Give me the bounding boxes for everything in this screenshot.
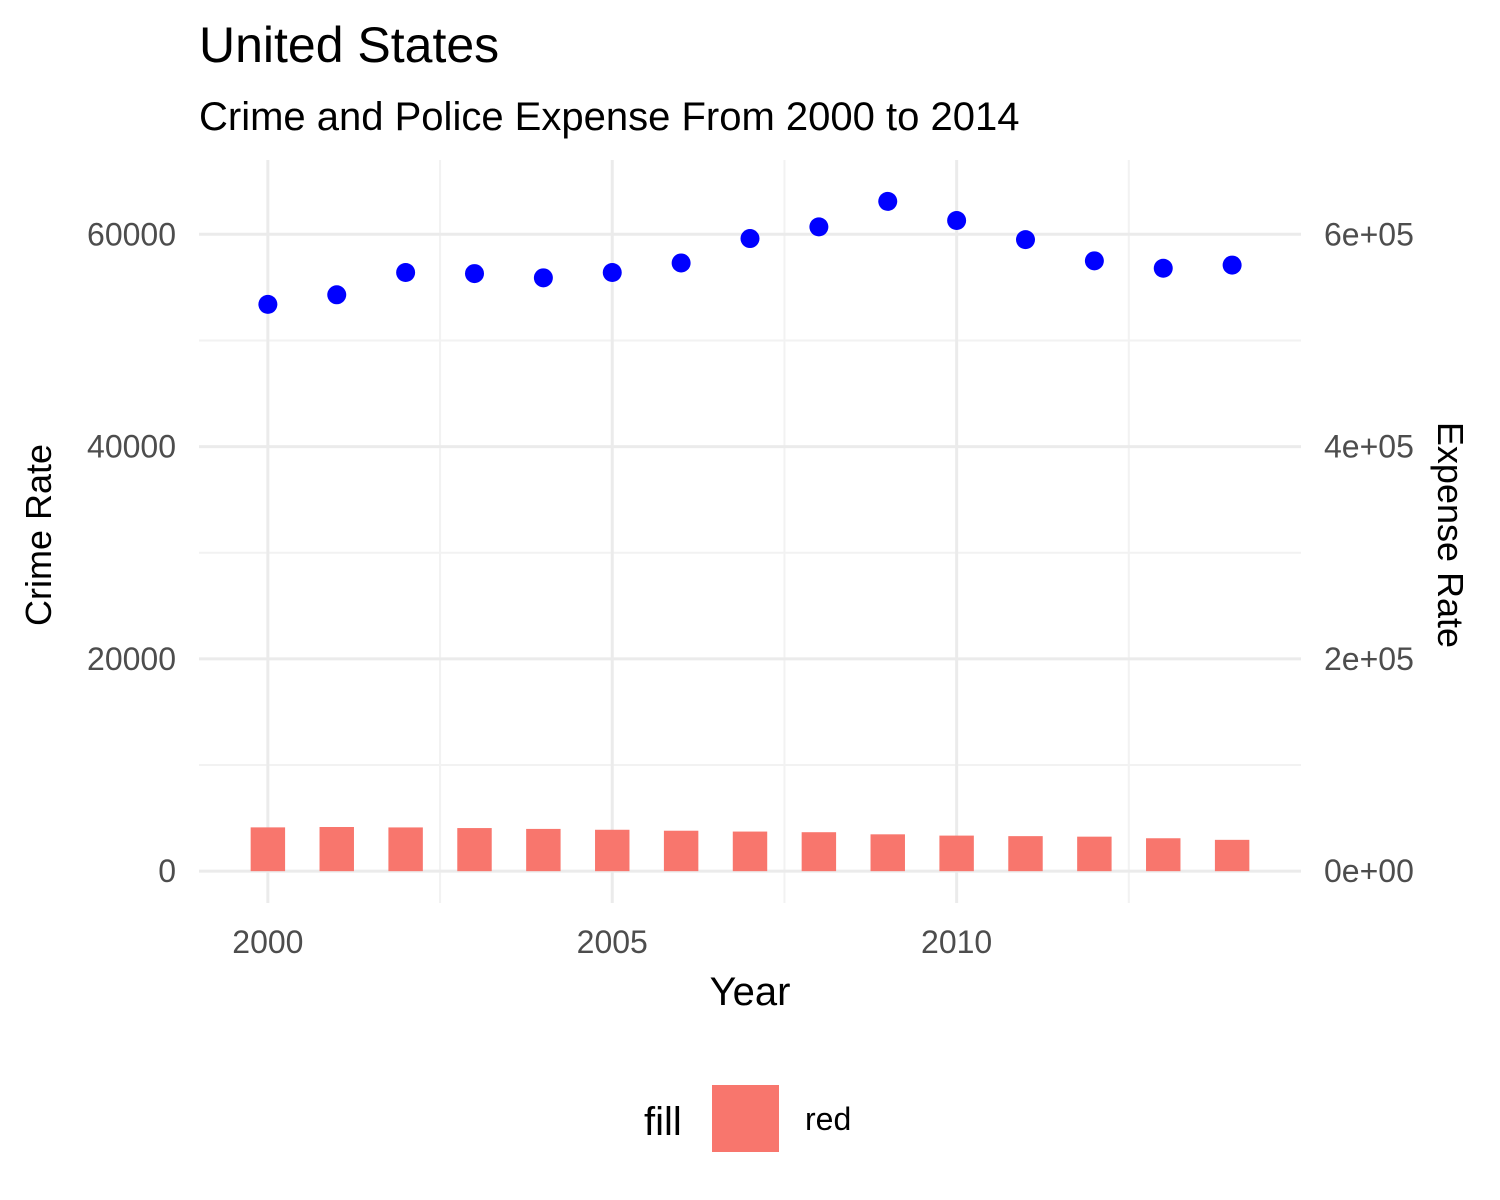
x-axis-title: Year <box>710 970 791 1014</box>
expense-rate-point <box>327 285 347 305</box>
expense-rate-point <box>671 253 691 273</box>
chart-title: United States <box>199 17 499 73</box>
crime-rate-bar <box>457 828 492 872</box>
y-axis-left-title: Crime Rate <box>18 444 59 626</box>
crime-rate-bar <box>939 835 974 872</box>
chart-subtitle: Crime and Police Expense From 2000 to 20… <box>199 95 1019 139</box>
legend-title: fill <box>644 1100 682 1144</box>
expense-rate-point <box>878 191 898 211</box>
y-left-tick-label: 20000 <box>87 641 176 677</box>
crime-rate-bar <box>1008 836 1043 872</box>
y-axis-right-title: Expense Rate <box>1430 422 1471 648</box>
expense-rate-point <box>465 264 484 284</box>
axis-tick-labels: 0 20000 40000 60000 0e+00 2e+05 4e+05 6e+05 2000… <box>87 216 1414 960</box>
expense-rate-point <box>809 217 829 237</box>
legend-key-swatch <box>712 1085 779 1152</box>
crime-rate-bar <box>1214 839 1250 872</box>
expense-rate-point <box>258 294 278 314</box>
y-right-tick-label: 0e+00 <box>1324 853 1414 889</box>
crime-rate-bar <box>801 832 837 872</box>
y-left-tick-label: 0 <box>158 853 176 889</box>
x-tick-label: 2005 <box>577 924 648 960</box>
crime-rate-bar <box>250 827 286 872</box>
crime-rate-bar <box>1146 838 1181 872</box>
x-tick-label: 2000 <box>232 924 303 960</box>
crime-rate-bar <box>732 831 768 872</box>
y-right-tick-label: 2e+05 <box>1324 641 1414 677</box>
expense-rate-point <box>1016 230 1035 250</box>
y-left-tick-label: 60000 <box>87 216 176 252</box>
grid-lines <box>199 160 1301 903</box>
crime-rate-bar <box>526 828 561 872</box>
y-right-tick-label: 4e+05 <box>1324 429 1414 465</box>
crime-rate-bar <box>319 827 354 872</box>
crime-rate-bar <box>388 827 423 872</box>
expense-rate-point <box>1084 251 1104 271</box>
legend-label: red <box>805 1101 851 1137</box>
expense-rate-point <box>396 263 416 283</box>
crime-rate-bar <box>870 834 905 872</box>
y-left-tick-label: 40000 <box>87 429 176 465</box>
expense-rate-point <box>740 229 760 249</box>
expense-rate-point <box>1153 258 1173 278</box>
expense-rate-point <box>533 268 553 288</box>
crime-rate-bar <box>663 830 699 872</box>
x-tick-label: 2010 <box>921 924 992 960</box>
y-right-tick-label: 6e+05 <box>1324 216 1414 252</box>
expense-rate-point <box>602 263 622 283</box>
legend: fill red <box>644 1085 851 1152</box>
crime-rate-bar <box>595 829 630 872</box>
crime-rate-bar <box>1077 836 1112 872</box>
expense-rate-point <box>947 211 967 231</box>
expense-rate-points <box>258 191 1242 314</box>
expense-rate-point <box>1222 255 1242 275</box>
crime-rate-bars <box>250 827 1250 872</box>
